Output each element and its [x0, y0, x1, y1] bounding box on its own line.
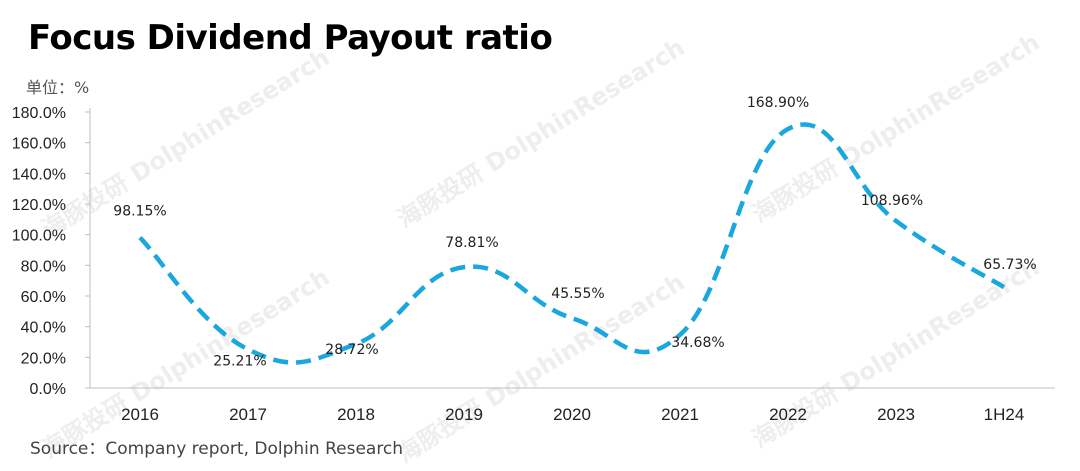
watermark-text: 海豚投研 DolphinResearch — [392, 268, 689, 468]
data-label: 108.96% — [861, 193, 923, 209]
x-tick-label: 2017 — [229, 405, 267, 424]
y-tick-label: 0.0% — [30, 381, 66, 398]
x-tick-label: 2018 — [337, 405, 375, 424]
y-axis-ticks: 0.0% 20.0% 40.0% 60.0% 80.0% 100.0% 120.0% 140.… — [12, 105, 90, 398]
x-tick-label: 2016 — [121, 405, 159, 424]
y-tick-label: 140.0% — [12, 166, 66, 183]
payout-ratio-line — [138, 122, 1006, 365]
data-label: 78.81% — [445, 235, 498, 251]
chart-title: Focus Dividend Payout ratio — [28, 18, 553, 58]
x-tick-label: 1H24 — [984, 405, 1025, 424]
watermark-text: 海豚投研 DolphinResearch — [392, 33, 689, 233]
x-tick-label: 2020 — [553, 405, 591, 424]
data-labels: 98.15% 25.21% 28.72% 78.81% 45.55% 34.68% 168.… — [113, 95, 1036, 369]
watermark-layer: 海豚投研 DolphinResearch 海豚投研 DolphinResearch… — [37, 28, 1044, 468]
data-label: 25.21% — [213, 353, 266, 369]
y-tick-label: 120.0% — [12, 197, 66, 214]
x-tick-label: 2023 — [877, 405, 915, 424]
y-tick-label: 80.0% — [21, 258, 66, 275]
y-tick-label: 60.0% — [21, 289, 66, 306]
data-label: 168.90% — [747, 95, 809, 111]
unit-label: 单位：% — [26, 78, 90, 97]
y-tick-label: 180.0% — [12, 105, 66, 122]
x-tick-label: 2021 — [661, 405, 699, 424]
data-label: 45.55% — [551, 286, 604, 302]
y-tick-label: 100.0% — [12, 228, 66, 245]
data-label: 65.73% — [983, 257, 1036, 273]
data-label: 34.68% — [671, 335, 724, 351]
source-note: Source：Company report, Dolphin Research — [30, 439, 404, 459]
y-tick-label: 40.0% — [21, 320, 66, 337]
data-label: 28.72% — [325, 342, 378, 358]
x-tick-label: 2022 — [769, 405, 807, 424]
x-tick-label: 2019 — [445, 405, 483, 424]
chart-axes — [89, 108, 1055, 389]
y-tick-label: 20.0% — [21, 350, 66, 367]
watermark-text: 海豚投研 DolphinResearch — [37, 43, 334, 243]
x-axis-ticks: 2016 2017 2018 2019 2020 2021 2022 2023 1H24 — [121, 405, 1024, 424]
data-label: 98.15% — [113, 204, 166, 220]
y-tick-label: 160.0% — [12, 136, 66, 153]
